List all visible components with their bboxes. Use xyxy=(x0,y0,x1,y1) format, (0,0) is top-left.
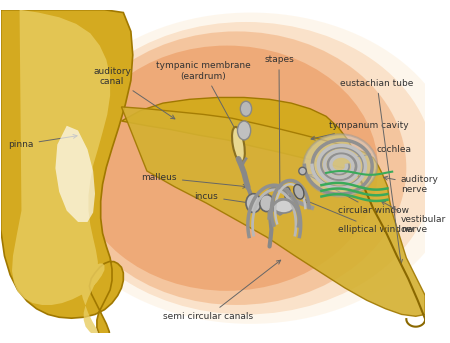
Ellipse shape xyxy=(273,199,294,213)
Text: tympanic membrane
(eardrum): tympanic membrane (eardrum) xyxy=(156,61,251,132)
Text: circular window: circular window xyxy=(308,175,410,215)
Ellipse shape xyxy=(67,32,406,305)
Ellipse shape xyxy=(43,13,450,324)
Ellipse shape xyxy=(260,194,274,212)
Text: pinna: pinna xyxy=(8,134,77,149)
Text: incus: incus xyxy=(194,192,266,207)
Ellipse shape xyxy=(57,22,435,315)
Polygon shape xyxy=(122,107,425,316)
Text: cochlea: cochlea xyxy=(351,145,411,159)
Ellipse shape xyxy=(294,185,304,199)
Ellipse shape xyxy=(285,187,290,200)
Text: stapes: stapes xyxy=(264,55,294,190)
Polygon shape xyxy=(12,10,110,337)
Ellipse shape xyxy=(246,194,261,213)
Ellipse shape xyxy=(232,127,245,162)
Polygon shape xyxy=(122,97,357,170)
Ellipse shape xyxy=(238,121,251,140)
Polygon shape xyxy=(55,126,95,222)
Ellipse shape xyxy=(240,101,252,116)
Text: malleus: malleus xyxy=(141,173,247,188)
Ellipse shape xyxy=(303,134,377,197)
Text: vestibular
nerve: vestibular nerve xyxy=(382,201,446,235)
Ellipse shape xyxy=(299,167,306,175)
Text: eustachian tube: eustachian tube xyxy=(340,79,414,263)
Text: tympanum cavity: tympanum cavity xyxy=(311,121,409,140)
Text: auditory
nerve: auditory nerve xyxy=(384,175,439,194)
Polygon shape xyxy=(1,10,133,341)
Text: auditory
canal: auditory canal xyxy=(93,67,175,119)
Text: elliptical window: elliptical window xyxy=(304,200,414,234)
Ellipse shape xyxy=(76,46,378,291)
Text: semi circular canals: semi circular canals xyxy=(163,260,281,321)
